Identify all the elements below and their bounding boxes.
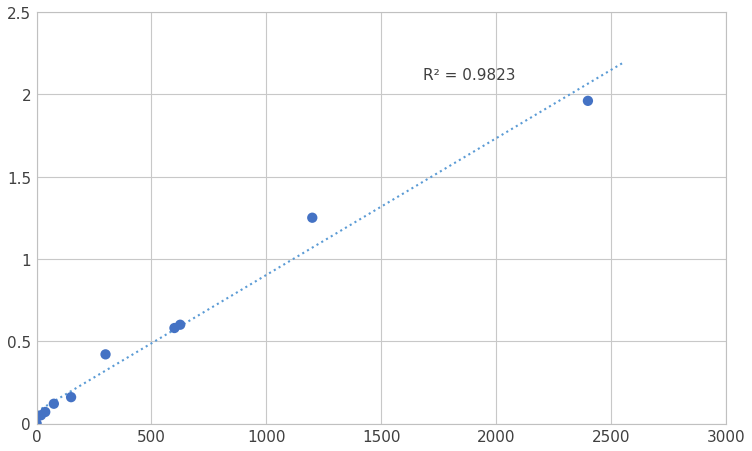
Point: [39, 409, 51, 416]
Point: [168, 325, 180, 332]
Text: R² = 0.9823: R² = 0.9823: [423, 68, 515, 83]
Point: [35, 412, 47, 419]
Point: [48, 400, 60, 407]
Point: [582, 98, 594, 105]
Point: [174, 322, 186, 329]
Point: [306, 215, 318, 222]
Point: [65, 394, 77, 401]
Point: [31, 420, 43, 427]
Point: [99, 351, 111, 358]
